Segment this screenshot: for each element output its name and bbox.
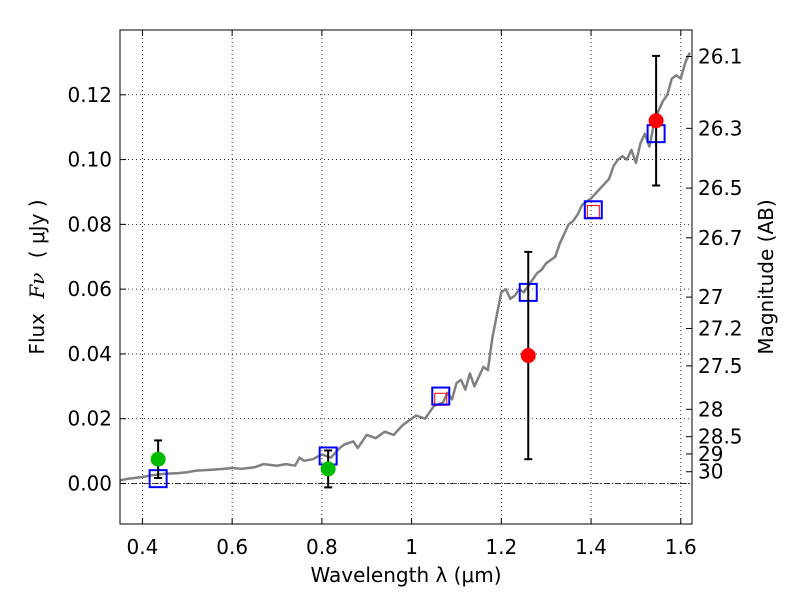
model-point-square — [583, 200, 603, 220]
y-tick-label: 0.08 — [67, 212, 112, 236]
x-tick-label: 0.8 — [306, 535, 338, 559]
y-axis-label: Flux Fν ( μJy ) — [25, 199, 49, 354]
x-tick-label: 1.2 — [485, 535, 517, 559]
x-tick-label: 0.4 — [127, 535, 159, 559]
x-tick-label: 1.6 — [665, 535, 697, 559]
y-axis-label-units: ( μJy ) — [25, 199, 49, 258]
plot-frame — [119, 29, 693, 525]
y-tick-label: 0.06 — [67, 277, 112, 301]
observed-point — [648, 113, 664, 129]
y2-tick-label: 26.3 — [698, 116, 743, 140]
y2-tick-label: 28 — [698, 397, 723, 421]
y-axis-label-prefix: Flux — [25, 313, 49, 355]
y2-tick-label: 27.2 — [698, 316, 743, 340]
y2-tick-label: 27.5 — [698, 354, 743, 378]
y-tick-label: 0.02 — [67, 407, 112, 431]
y-tick-label: 0.12 — [67, 83, 112, 107]
model-point-square — [431, 386, 451, 406]
observed-point — [520, 348, 536, 364]
y-tick-label: 0.04 — [67, 342, 112, 366]
y2-tick-label: 29 — [698, 442, 723, 466]
y-tick-label: 0.00 — [67, 472, 112, 496]
y-tick-label: 0.10 — [67, 148, 112, 172]
x-tick-label: 1 — [405, 535, 418, 559]
y2-tick-label: 26.1 — [698, 44, 743, 68]
x-axis-label: Wavelength λ (μm) — [310, 563, 501, 587]
y2-tick-label: 28.5 — [698, 425, 743, 449]
y-axis-label-symbol: Fν — [25, 273, 49, 300]
y2-tick-label: 26.5 — [698, 176, 743, 200]
observed-point — [320, 461, 336, 477]
model-spectrum — [119, 52, 691, 482]
spectrum-line — [119, 52, 691, 482]
axis-ticks: 0.4 0.6 0.8 1 1.2 1.4 1.6 0.00 0.02 0.04 0.06 0.08 0… — [67, 30, 743, 559]
x-tick-label: 0.6 — [216, 535, 248, 559]
observed-point — [150, 451, 166, 467]
photometry-points — [148, 54, 666, 489]
y2-axis-label: Magnitude (AB) — [754, 199, 778, 354]
y2-tick-label: 27 — [698, 285, 723, 309]
y2-tick-label: 26.7 — [698, 226, 743, 250]
plot-area — [120, 30, 692, 524]
y2-tick-label: 30 — [698, 460, 723, 484]
x-tick-label: 1.4 — [575, 535, 607, 559]
